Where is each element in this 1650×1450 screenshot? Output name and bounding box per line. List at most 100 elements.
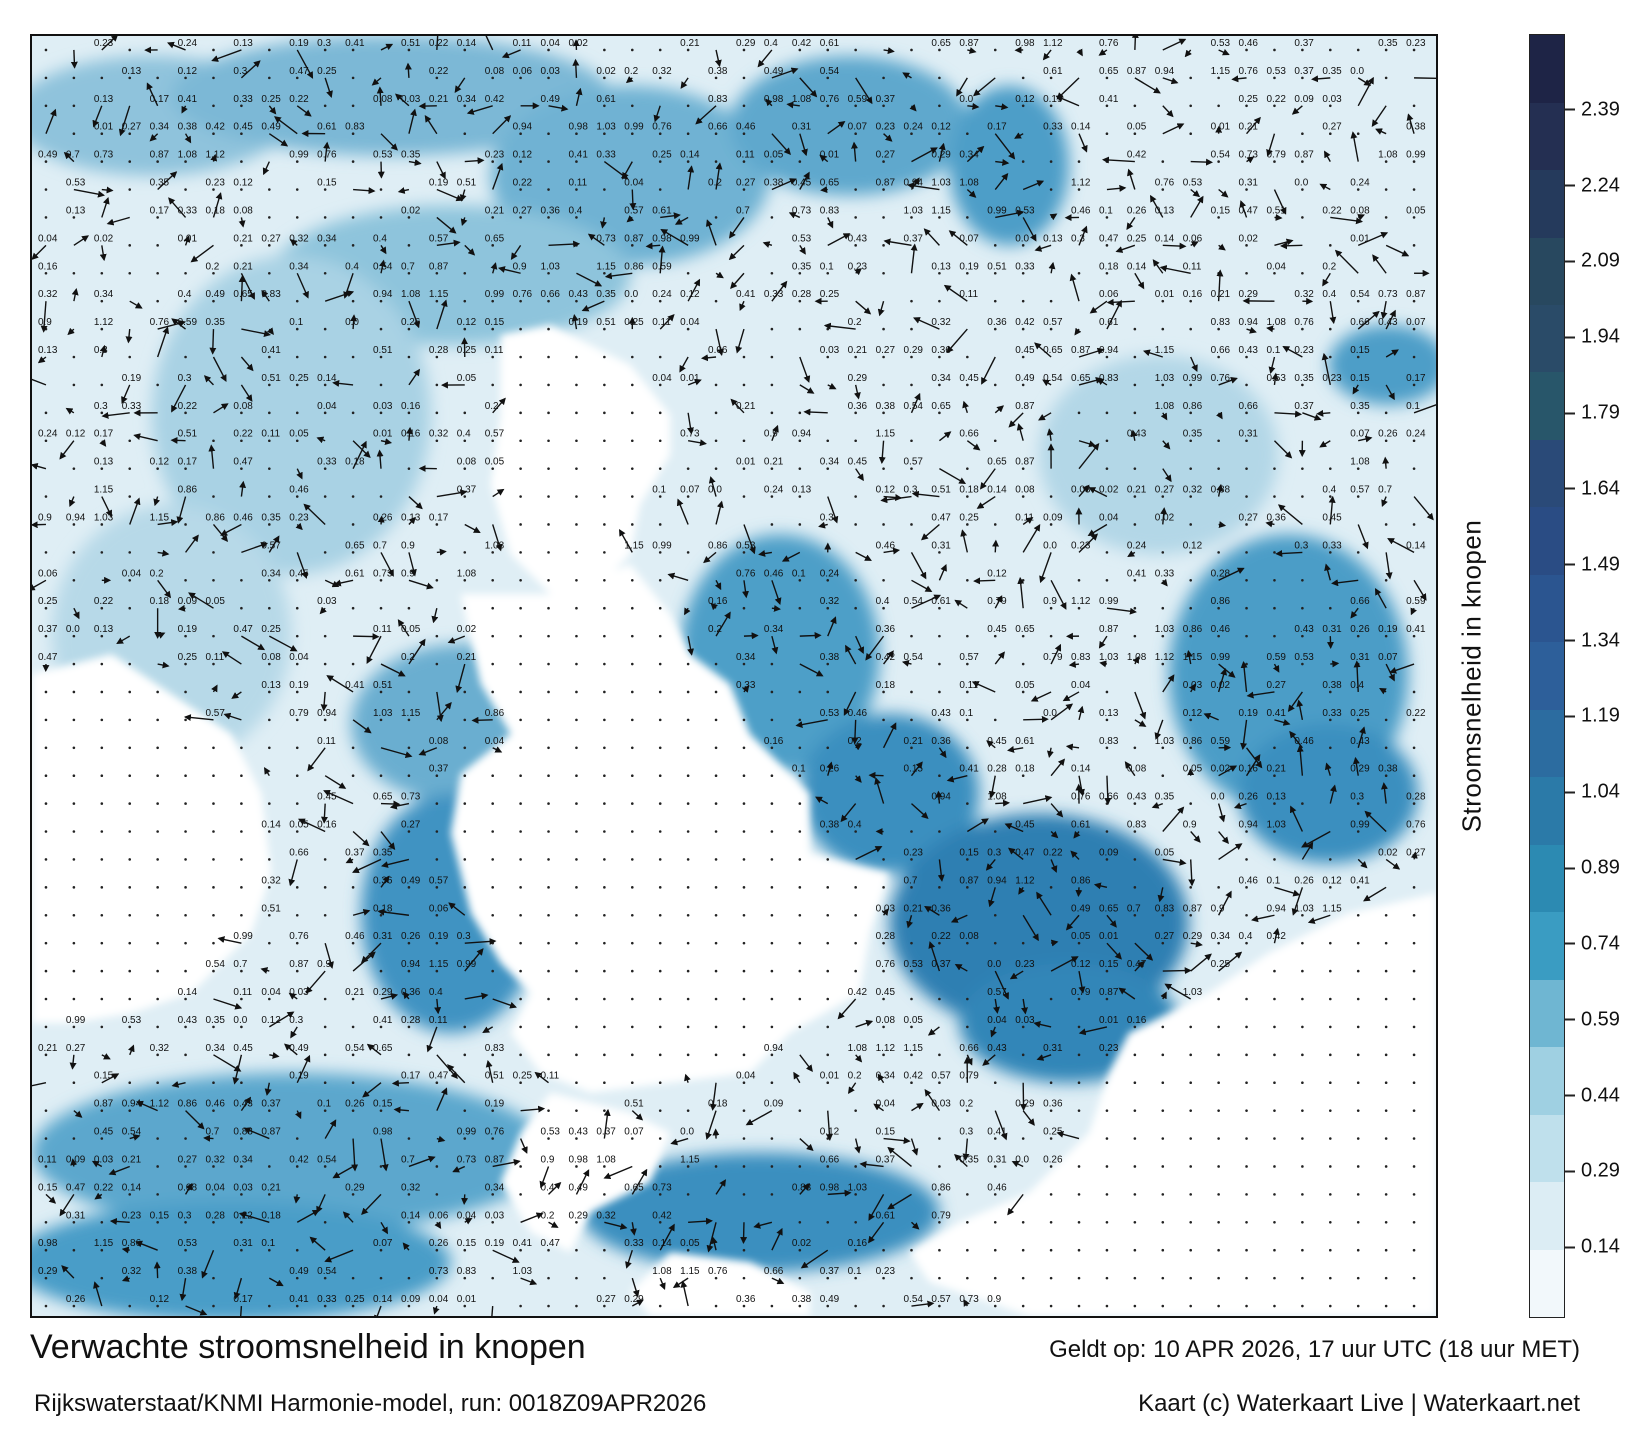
grid-dot xyxy=(1217,1276,1220,1280)
grid-dot xyxy=(630,439,634,443)
grid-dot xyxy=(323,1220,327,1224)
current-arrow xyxy=(887,1146,912,1168)
current-arrow xyxy=(45,1193,57,1204)
speed-value-label: 0.33 xyxy=(1322,540,1342,551)
grid-dot xyxy=(575,886,578,889)
grid-dot xyxy=(295,1137,299,1140)
speed-value-label: 0.24 xyxy=(652,289,672,300)
speed-value-label: 1.08 xyxy=(457,568,477,579)
current-arrow xyxy=(1022,217,1037,242)
grid-dot xyxy=(854,1165,857,1168)
grid-dot xyxy=(854,969,857,973)
grid-dot xyxy=(128,662,132,666)
grid-dot xyxy=(1301,606,1304,610)
grid-dot xyxy=(435,941,439,945)
speed-value-label: 0.13 xyxy=(792,485,812,496)
speed-value-label: 0.38 xyxy=(178,122,198,133)
current-arrow xyxy=(659,314,675,330)
current-arrow xyxy=(208,444,216,469)
speed-value-label: 0.12 xyxy=(66,429,86,440)
grid-dot xyxy=(547,411,550,415)
grid-dot xyxy=(575,1137,578,1140)
current-arrow xyxy=(67,327,75,336)
grid-dot xyxy=(519,746,522,750)
grid-dot xyxy=(1356,1304,1360,1308)
speed-value-label: 0.3 xyxy=(94,401,108,412)
speed-value-label: 0.99 xyxy=(289,150,309,161)
speed-value-label: 0.32 xyxy=(1183,485,1203,496)
colorbar-segment xyxy=(1530,35,1564,103)
current-arrow xyxy=(376,449,384,469)
current-arrow xyxy=(353,633,380,641)
colorbar-segment xyxy=(1530,507,1564,575)
current-arrow xyxy=(406,426,414,441)
grid-dot xyxy=(770,774,774,777)
current-arrow xyxy=(1184,49,1192,58)
grid-dot xyxy=(1021,299,1025,303)
speed-value-label: 0.29 xyxy=(38,1266,58,1277)
current-arrow xyxy=(626,215,635,223)
grid-dot xyxy=(658,411,662,415)
grid-dot xyxy=(72,662,76,666)
grid-dot xyxy=(184,802,187,805)
speed-value-label: 0.3 xyxy=(1350,792,1364,803)
speed-value-label: 0.1 xyxy=(261,1238,275,1249)
grid-dot xyxy=(854,48,857,52)
grid-dot xyxy=(938,606,941,610)
speed-value-label: 0.9 xyxy=(38,512,52,523)
speed-value-label: 0.31 xyxy=(233,1238,253,1249)
current-arrow xyxy=(1022,523,1041,553)
grid-dot xyxy=(519,188,522,191)
grid-dot xyxy=(128,244,132,247)
speed-value-label: 0.23 xyxy=(876,122,896,133)
speed-value-label: 0.07 xyxy=(680,485,700,496)
speed-value-label: 0.66 xyxy=(1350,317,1370,328)
speed-value-label: 0.38 xyxy=(708,66,728,77)
grid-dot xyxy=(714,1165,718,1168)
speed-value-label: 1.15 xyxy=(624,540,644,551)
grid-dot xyxy=(658,1109,662,1112)
grid-dot xyxy=(603,718,606,722)
speed-value-label: 1.08 xyxy=(848,1043,868,1054)
speed-value-label: 0.45 xyxy=(233,1043,253,1054)
speed-value-label: 0.36 xyxy=(876,624,896,635)
grid-dot xyxy=(407,1137,411,1140)
speed-value-label: 0.79 xyxy=(987,596,1007,607)
speed-value-label: 0.43 xyxy=(931,708,951,719)
grid-dot xyxy=(44,774,48,777)
grid-dot xyxy=(1329,495,1332,498)
grid-dot xyxy=(268,495,271,498)
grid-dot xyxy=(938,997,941,1001)
current-arrow xyxy=(1218,890,1232,916)
grid-dot xyxy=(575,299,578,303)
current-arrow xyxy=(1134,77,1161,94)
grid-dot xyxy=(323,718,327,722)
current-arrow xyxy=(293,1194,301,1204)
grid-dot xyxy=(1189,1025,1192,1029)
grid-dot xyxy=(323,495,327,498)
grid-dot xyxy=(630,746,634,750)
speed-value-label: 0.38 xyxy=(820,820,840,831)
grid-dot xyxy=(658,662,662,666)
grid-dot xyxy=(882,579,885,582)
current-arrow xyxy=(1372,254,1387,274)
grid-dot xyxy=(630,411,634,415)
grid-dot xyxy=(547,662,550,666)
current-arrow xyxy=(1062,691,1080,702)
grid-dot xyxy=(742,160,746,163)
grid-dot xyxy=(1384,216,1388,219)
grid-dot xyxy=(686,327,690,331)
speed-value-label: 0.12 xyxy=(931,122,951,133)
current-arrow xyxy=(377,908,410,916)
speed-value-label: 0.08 xyxy=(485,66,505,77)
grid-dot xyxy=(295,886,299,889)
grid-dot xyxy=(1384,1193,1388,1196)
speed-value-label: 1.15 xyxy=(429,959,449,970)
current-arrow xyxy=(631,1299,644,1307)
current-arrow xyxy=(1159,265,1191,274)
speed-value-label: 0.15 xyxy=(1099,959,1119,970)
speed-value-label: 0.1 xyxy=(1266,875,1280,886)
grid-dot xyxy=(882,467,885,470)
grid-dot xyxy=(1161,551,1165,554)
current-arrow xyxy=(956,77,968,97)
